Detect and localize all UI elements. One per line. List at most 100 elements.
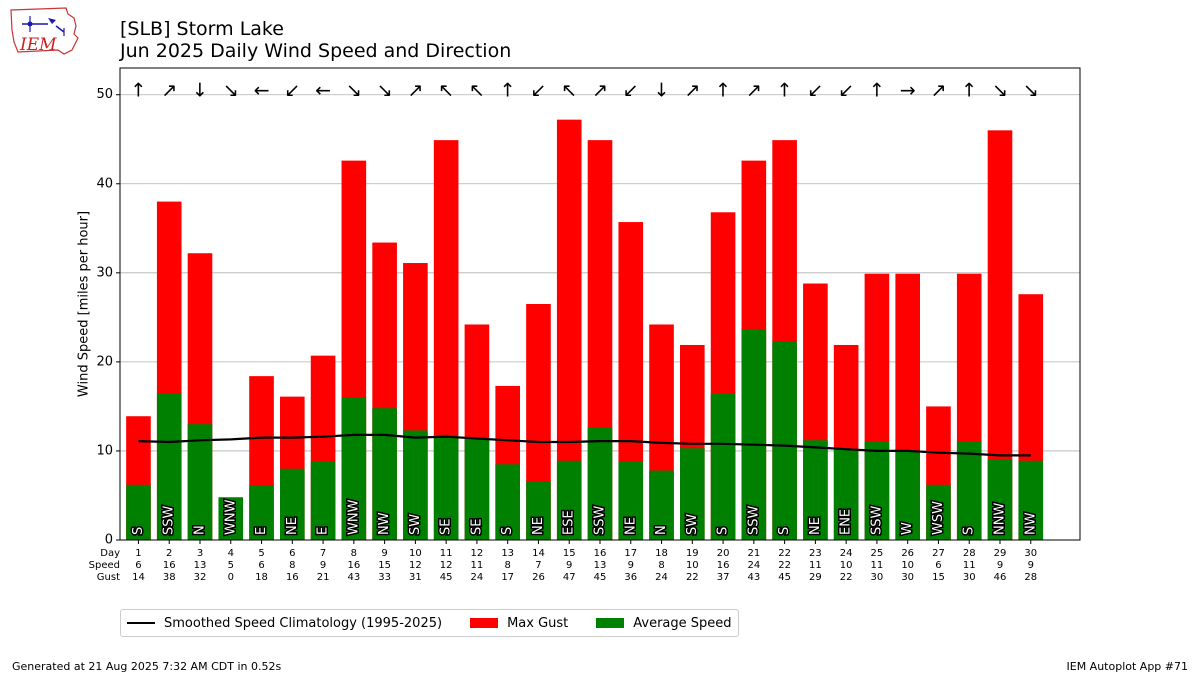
wind-arrow: ↙ [623, 80, 639, 102]
table-cell: 6 [135, 560, 141, 571]
wind-arrow: ↑ [777, 80, 793, 102]
table-cell: 14 [532, 548, 545, 559]
table-cell: 22 [686, 572, 699, 583]
table-cell: 46 [994, 572, 1007, 583]
table-cell: 6 [258, 560, 264, 571]
table-cell: 28 [963, 548, 976, 559]
table-cell: 10 [686, 560, 699, 571]
direction-label: S [500, 527, 515, 535]
direction-label: S [777, 527, 792, 535]
chart-title-station: [SLB] Storm Lake [120, 18, 284, 40]
table-cell: 8 [658, 560, 664, 571]
average-bar [433, 434, 459, 540]
table-cell: 11 [871, 560, 884, 571]
average-bar [249, 485, 274, 540]
direction-arrows: ↑ ↗ ↓ ↘ ← ↙ ← ↘ ↘ ↗ ↖ ↖ ↑ ↙ ↖ ↗ ↙ ↓ ↗ ↑ ↗ ↑ ↙ ↙ ↑ → ↗ ↑ ↘ ↘ [131, 80, 1039, 102]
table-cell: 16 [163, 560, 176, 571]
table-cell: 9 [320, 560, 326, 571]
wind-arrow: ↑ [715, 80, 731, 102]
logo-text: IEM [19, 35, 57, 55]
table-cell: 16 [286, 572, 299, 583]
average-bar [987, 459, 1013, 540]
direction-label: NE [531, 517, 546, 535]
row-label: Speed [89, 560, 120, 571]
row-label: Gust [97, 572, 120, 583]
footer-generated: Generated at 21 Aug 2025 7:32 AM CDT in … [12, 660, 282, 673]
average-bar [680, 448, 705, 540]
table-cell: 16 [347, 560, 360, 571]
table-cell: 19 [686, 548, 699, 559]
direction-label: NW [377, 512, 392, 535]
table-cell: 27 [932, 548, 945, 559]
wind-arrow: ↗ [931, 80, 947, 102]
wind-arrow: ↑ [869, 80, 885, 102]
direction-labels: S SSW N WNW E NE E WNW NW SW SE SE S NE ESE SSW NE N SW S SS… [129, 498, 1039, 537]
average-bar [280, 468, 305, 540]
table-cell: 9 [566, 560, 572, 571]
table-cell: 8 [505, 560, 511, 571]
legend-item-gust: Max Gust [470, 616, 568, 631]
table-cell: 45 [594, 572, 607, 583]
climatology-line [138, 433, 1031, 457]
table-cell: 33 [378, 572, 391, 583]
average-bar [464, 439, 490, 540]
y-tick-label: 10 [96, 443, 113, 458]
average-bar [649, 470, 674, 540]
table-cell: 38 [163, 572, 176, 583]
table-cell: 10 [409, 548, 422, 559]
direction-label: NW [1023, 512, 1038, 535]
direction-label: SW [685, 514, 700, 535]
wind-arrow: ↙ [838, 80, 854, 102]
wind-arrow: ↑ [500, 80, 516, 102]
table-cell: 6 [935, 560, 941, 571]
table-cell: 5 [258, 548, 264, 559]
y-tick-label: 50 [96, 87, 113, 102]
average-bar [341, 397, 367, 540]
table-cell: 29 [809, 572, 822, 583]
legend-label-gust: Max Gust [507, 615, 569, 631]
climatology-line [138, 433, 1031, 457]
average-bar [495, 464, 520, 540]
table-cell: 30 [1024, 548, 1037, 559]
table-cell: 37 [717, 572, 730, 583]
table-cell: 25 [871, 548, 884, 559]
table-cell: 22 [778, 548, 791, 559]
table-cell: 11 [471, 560, 484, 571]
table-cell: 12 [471, 548, 484, 559]
table-cell: 22 [840, 572, 853, 583]
wind-arrow: ↘ [992, 80, 1008, 102]
wind-arrow: ↙ [531, 80, 547, 102]
table-cell: 6 [289, 548, 295, 559]
legend-swatch-gust [470, 618, 499, 628]
legend-swatch-average [596, 618, 625, 628]
table-cell: 43 [347, 572, 360, 583]
table-cell: 9 [997, 560, 1003, 571]
table-cell: 32 [194, 572, 207, 583]
table-cell: 24 [747, 560, 760, 571]
legend-swatch-climatology [127, 622, 155, 624]
direction-label: SSW [746, 505, 761, 535]
table-cell: 24 [840, 548, 853, 559]
table-cell: 47 [563, 572, 576, 583]
direction-label: WSW [931, 501, 946, 535]
table-cell: 3 [197, 548, 203, 559]
table-cell: 11 [809, 560, 822, 571]
direction-label: E [316, 527, 331, 535]
table-cell: 16 [717, 560, 730, 571]
direction-label: SSW [593, 505, 608, 535]
direction-label: E [254, 527, 269, 535]
table-cell: 7 [320, 548, 326, 559]
table-cell: 24 [471, 572, 484, 583]
table-cell: 17 [501, 572, 514, 583]
average-bar [895, 450, 920, 540]
table-cell: 12 [440, 560, 453, 571]
wind-arrow: ↖ [438, 80, 454, 102]
direction-label: NE [623, 517, 638, 535]
average-bar [864, 442, 890, 540]
table-cell: 23 [809, 548, 822, 559]
direction-label: SE [469, 519, 484, 535]
wind-arrow: ↘ [223, 80, 239, 102]
table-cell: 9 [628, 560, 634, 571]
table-cell: 13 [194, 560, 207, 571]
